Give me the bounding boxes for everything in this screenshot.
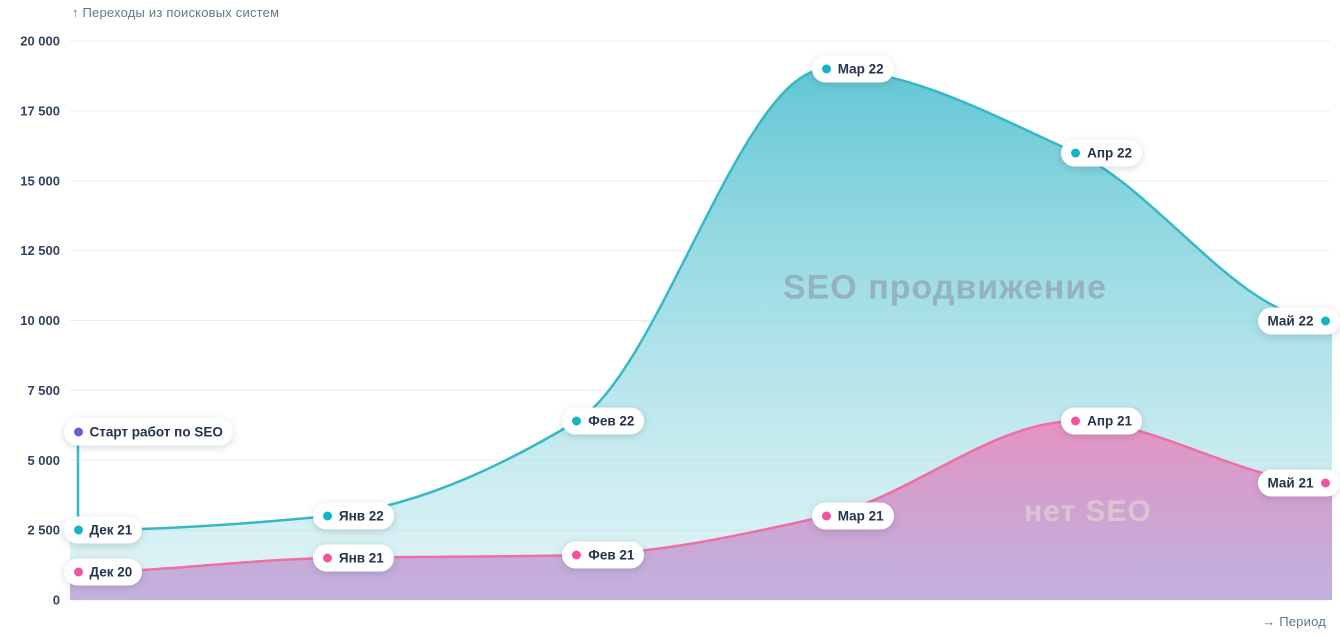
point-marker-dot [322, 511, 332, 521]
line-no-seo [68, 419, 1334, 574]
point-label-no-seo: Фев 21 [562, 541, 645, 569]
point-label-seo: Май 22 [1257, 307, 1340, 334]
series-watermark-no-seo: нет SEO [1024, 495, 1152, 528]
point-label-text: Дек 21 [89, 522, 133, 538]
point-marker-dot [1320, 478, 1330, 488]
x-axis-title: → Период [1262, 614, 1326, 629]
point-label-seo: Апр 22 [1061, 139, 1143, 167]
point-marker-dot [1071, 148, 1081, 158]
point-label-text: Апр 21 [1087, 413, 1133, 429]
point-label-text: Мар 21 [837, 508, 884, 524]
point-marker-dot [572, 550, 582, 560]
y-tick-label: 17 500 [20, 103, 60, 118]
point-marker-dot [73, 427, 83, 437]
point-label-no-seo: Дек 20 [63, 558, 143, 586]
y-tick-label: 15 000 [20, 173, 60, 188]
point-marker-dot [572, 416, 582, 426]
point-marker-dot [73, 525, 83, 535]
point-label-text: Янв 22 [338, 508, 384, 524]
point-marker-dot [322, 553, 332, 563]
y-tick-label: 12 500 [20, 243, 60, 258]
point-label-text: Мар 22 [837, 61, 884, 77]
point-label-text: Янв 21 [338, 550, 384, 566]
y-tick-label: 0 [53, 593, 60, 608]
point-label-seo: Дек 21 [63, 516, 143, 544]
point-label-text: Старт работ по SEO [89, 424, 223, 440]
point-label-no-seo: Апр 21 [1061, 407, 1143, 435]
y-tick-label: 7 500 [27, 383, 60, 398]
point-label-no-seo: Янв 21 [312, 544, 394, 572]
point-label-text: Фев 22 [588, 413, 635, 429]
point-marker-dot [1320, 316, 1330, 325]
y-tick-label: 10 000 [20, 313, 60, 328]
point-marker-dot [821, 64, 831, 74]
point-label-seo: Янв 22 [312, 502, 394, 530]
point-label-seo: Фев 22 [562, 407, 645, 435]
point-label-text: Апр 22 [1087, 145, 1133, 161]
point-label-no-seo: Май 21 [1257, 469, 1340, 497]
point-label-text: Май 22 [1267, 313, 1314, 328]
point-label-no-seo: Мар 21 [811, 502, 894, 530]
y-axis-title: ↑ Переходы из поисковых систем [72, 5, 280, 20]
point-marker-dot [73, 567, 83, 577]
point-label-text: Май 21 [1267, 475, 1314, 491]
series-watermark-seo: SEO продвижение [782, 268, 1108, 307]
point-marker-dot [821, 511, 831, 521]
y-tick-label: 5 000 [27, 453, 60, 468]
point-label-seo: Мар 22 [811, 55, 894, 83]
point-marker-dot [1071, 416, 1081, 426]
point-label-text: Фев 21 [588, 547, 635, 563]
y-tick-label: 2 500 [27, 523, 60, 538]
y-tick-label: 20 000 [20, 34, 60, 49]
area-fill-no-seo [70, 421, 1332, 600]
line-seo [68, 67, 1334, 532]
annotation-label: Старт работ по SEO [63, 418, 233, 446]
point-label-text: Дек 20 [89, 564, 133, 580]
